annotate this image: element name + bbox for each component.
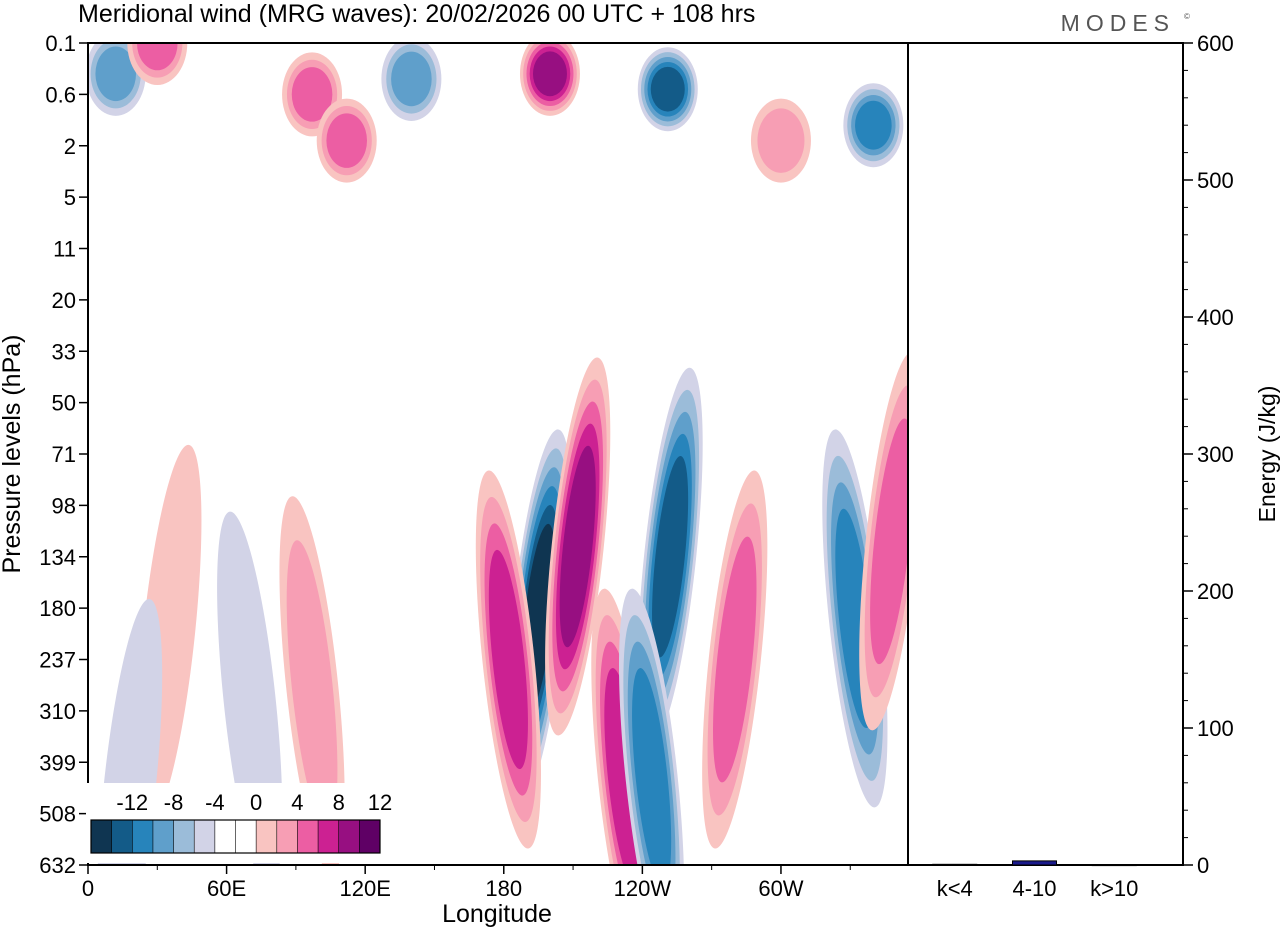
- y-tick-label: 632: [39, 853, 76, 878]
- y-tick-label: 33: [52, 339, 76, 364]
- energy-tick-label: 600: [1197, 31, 1234, 56]
- wind-feature: [381, 43, 442, 121]
- brand-logo-mark: ©: [1184, 12, 1190, 21]
- contour-band: [488, 549, 528, 770]
- energy-bar: [1012, 860, 1057, 866]
- chart-title: Meridional wind (MRG waves): 20/02/2026 …: [78, 0, 755, 28]
- wind-feature: [843, 83, 904, 168]
- x-tick-label: 120W: [614, 876, 672, 901]
- contour-band: [532, 51, 567, 97]
- y-tick-label: 11: [53, 237, 76, 262]
- brand-logo: MODES: [1061, 10, 1175, 36]
- colorbar-label: -4: [205, 790, 225, 815]
- energy-category-label: k<4: [937, 876, 973, 901]
- colorbar-swatch: [256, 820, 278, 853]
- x-tick-label: 180: [485, 876, 522, 901]
- wind-feature: [619, 588, 685, 865]
- y-tick-label: 5: [64, 185, 76, 210]
- wind-feature: [545, 357, 611, 736]
- x-tick-label: 60W: [758, 876, 803, 901]
- colorbar-swatch: [152, 820, 174, 853]
- colorbar-swatch: [318, 820, 340, 853]
- y-tick-label: 2: [64, 134, 76, 159]
- wind-feature: [750, 98, 811, 183]
- wind-feature: [702, 470, 768, 849]
- colorbar-label: -12: [116, 790, 148, 815]
- x-axis-label: Longitude: [442, 900, 552, 928]
- y-tick-label: 134: [39, 545, 76, 570]
- contour-band: [95, 46, 137, 102]
- colorbar-label: 8: [333, 790, 345, 815]
- energy-bar: [1091, 864, 1137, 867]
- colorbar-swatch: [111, 820, 133, 853]
- energy-tick-label: 300: [1197, 442, 1234, 467]
- contour-band: [713, 536, 757, 783]
- wind-feature: [859, 352, 908, 731]
- x-tick-label: 0: [82, 876, 94, 901]
- wind-feature: [519, 43, 580, 116]
- energy-tick-label: 200: [1197, 579, 1234, 604]
- y-tick-label: 399: [39, 750, 76, 775]
- y-tick-label: 310: [39, 699, 76, 724]
- contour-band: [757, 108, 805, 173]
- energy-category-label: k>10: [1090, 876, 1138, 901]
- y-axis-label: Pressure levels (hPa): [0, 335, 26, 574]
- energy-category-label: 4-10: [1012, 876, 1056, 901]
- contour-band: [291, 67, 333, 122]
- contour-band: [286, 540, 338, 831]
- colorbar-swatch: [173, 820, 195, 853]
- contour-band: [650, 66, 685, 112]
- contour-band: [391, 51, 432, 107]
- contour-band: [632, 668, 672, 865]
- energy-tick-label: 100: [1197, 716, 1234, 741]
- colorbar-swatch: [359, 820, 381, 853]
- colorbar-swatch: [235, 820, 257, 853]
- y-tick-label: 0.1: [45, 31, 76, 56]
- wind-feature: [316, 98, 377, 183]
- contour-band: [855, 100, 892, 150]
- colorbar-label: 12: [368, 790, 392, 815]
- wind-feature: [637, 47, 698, 132]
- colorbar-swatch: [338, 820, 360, 853]
- energy-tick-label: 400: [1197, 305, 1234, 330]
- wind-feature: [279, 496, 345, 865]
- colorbar-label: -8: [164, 790, 184, 815]
- colorbar-label: 4: [291, 790, 303, 815]
- colorbar-swatch: [276, 820, 298, 853]
- colorbar-swatch: [194, 820, 216, 853]
- colorbar-swatch: [132, 820, 154, 853]
- y-tick-label: 0.6: [45, 82, 76, 107]
- y-tick-label: 20: [52, 288, 76, 313]
- y-tick-label: 180: [39, 596, 76, 621]
- contour-band: [870, 418, 908, 665]
- wind-feature: [127, 43, 188, 85]
- colorbar-label: 0: [250, 790, 262, 815]
- energy-plot-frame: [907, 42, 1184, 866]
- contour-band: [652, 455, 689, 658]
- energy-tick-label: 0: [1197, 853, 1209, 878]
- contour-band: [137, 43, 178, 71]
- wind-feature: [475, 470, 541, 849]
- y-tick-label: 71: [52, 442, 76, 467]
- y-tick-label: 98: [52, 493, 76, 518]
- energy-bar: [932, 863, 978, 866]
- colorbar-swatch: [214, 820, 236, 853]
- colorbar-swatch: [91, 820, 112, 853]
- energy-tick-label: 500: [1197, 168, 1234, 193]
- x-tick-label: 120E: [339, 876, 390, 901]
- contour-band: [559, 445, 596, 648]
- energy-axis-label: Energy (J/kg): [1254, 386, 1280, 523]
- y-tick-label: 50: [52, 391, 76, 416]
- colorbar-swatch: [297, 820, 319, 853]
- y-tick-label: 237: [39, 648, 76, 673]
- contour-band: [326, 113, 368, 168]
- y-tick-label: 508: [39, 802, 76, 827]
- x-tick-label: 60E: [207, 876, 246, 901]
